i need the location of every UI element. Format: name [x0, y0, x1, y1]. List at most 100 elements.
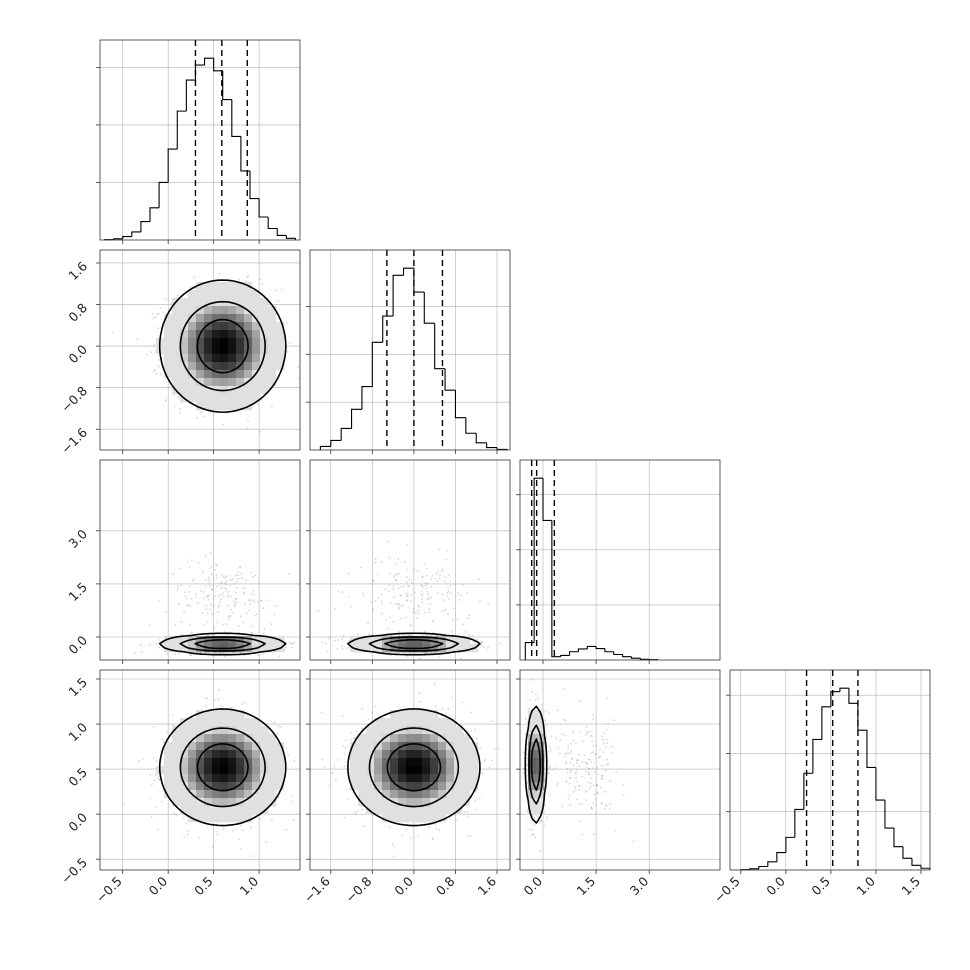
sample-point — [392, 596, 395, 599]
density-cell — [268, 370, 277, 379]
sample-point — [430, 585, 433, 588]
sample-point — [337, 639, 339, 641]
density-cell — [188, 362, 197, 371]
histogram-bar — [884, 800, 894, 829]
density-cell — [228, 354, 237, 363]
sample-point — [220, 585, 223, 588]
sample-point — [150, 351, 152, 354]
joint-grid — [310, 460, 510, 660]
sample-point — [402, 585, 405, 588]
sample-point — [155, 760, 158, 763]
sample-point — [392, 620, 395, 623]
histogram-bar — [319, 445, 331, 450]
density-cell — [276, 742, 285, 751]
sample-point — [234, 597, 237, 600]
density-cell — [236, 386, 245, 395]
sample-point — [210, 603, 213, 606]
sample-point — [480, 642, 483, 645]
panel-frame — [729, 669, 931, 871]
density-cell — [172, 306, 181, 315]
density-cell — [252, 750, 261, 759]
sample-point — [222, 652, 225, 654]
sample-point — [123, 803, 126, 806]
density-cell — [260, 298, 269, 307]
density-cell — [204, 394, 213, 403]
density-cell — [164, 330, 173, 339]
density-cell — [164, 750, 173, 759]
density-cell — [236, 370, 245, 379]
histogram-bar — [444, 368, 456, 391]
x-tick-label: 1.5 — [898, 874, 923, 899]
density-cell — [188, 346, 197, 355]
density-cell — [204, 282, 213, 291]
density-cell — [188, 750, 197, 759]
sample-point — [412, 611, 415, 613]
sample-point — [232, 652, 235, 654]
density-cell — [188, 718, 197, 727]
sample-point — [159, 372, 162, 375]
sample-point — [152, 726, 155, 728]
density-cell — [366, 644, 375, 653]
density-cell — [228, 282, 237, 291]
histogram-bar — [330, 439, 342, 447]
density-cell — [196, 298, 205, 307]
sample-point — [297, 583, 300, 586]
contour-line — [384, 639, 444, 650]
sample-point — [450, 630, 453, 633]
sample-point — [392, 588, 395, 591]
histogram-bar — [586, 645, 597, 649]
histogram-bar — [486, 442, 498, 449]
density-cell — [204, 290, 213, 299]
histogram-bar — [454, 390, 466, 419]
density-cell — [236, 346, 245, 355]
sample-point — [225, 580, 228, 583]
sample-point — [210, 565, 213, 568]
sample-point — [251, 632, 254, 634]
density-cell — [236, 314, 245, 323]
sample-point — [153, 344, 155, 346]
sample-point — [204, 696, 207, 699]
sample-point — [177, 584, 180, 587]
sample-point — [231, 578, 234, 581]
density-cell — [172, 734, 181, 743]
sample-point — [157, 777, 160, 780]
sample-point — [207, 598, 210, 601]
density-cell — [212, 734, 221, 743]
sample-point — [387, 540, 390, 543]
density-cell — [260, 322, 269, 331]
sample-point — [341, 647, 344, 650]
sample-point — [231, 611, 234, 614]
sample-point — [277, 300, 280, 302]
sample-point — [229, 584, 232, 587]
sample-point — [397, 558, 400, 561]
density-cell — [260, 386, 269, 395]
sample-point — [444, 576, 447, 578]
sample-point — [372, 579, 374, 582]
sample-point — [334, 639, 336, 642]
density-cell — [172, 338, 181, 347]
panel-frame — [99, 249, 301, 451]
sample-point — [249, 855, 252, 857]
sample-point — [253, 614, 256, 617]
sample-point — [404, 616, 407, 619]
sample-point — [265, 841, 268, 844]
sample-point — [221, 573, 223, 576]
sample-point — [374, 558, 377, 561]
sample-point — [421, 575, 424, 578]
sample-point — [479, 600, 482, 603]
density-cell — [260, 636, 269, 645]
histogram-bar — [213, 58, 223, 72]
density-cell — [212, 282, 221, 291]
sample-point — [291, 646, 293, 649]
density-cell — [236, 710, 245, 719]
sample-point — [188, 566, 191, 569]
density-cell — [236, 290, 245, 299]
sample-point — [420, 585, 422, 587]
sample-point — [196, 417, 199, 419]
sample-point — [410, 600, 412, 602]
sample-point — [209, 567, 211, 570]
histogram-bar — [803, 772, 813, 810]
sample-point — [481, 640, 484, 643]
panel-background — [730, 670, 930, 870]
density-cell — [252, 734, 261, 743]
